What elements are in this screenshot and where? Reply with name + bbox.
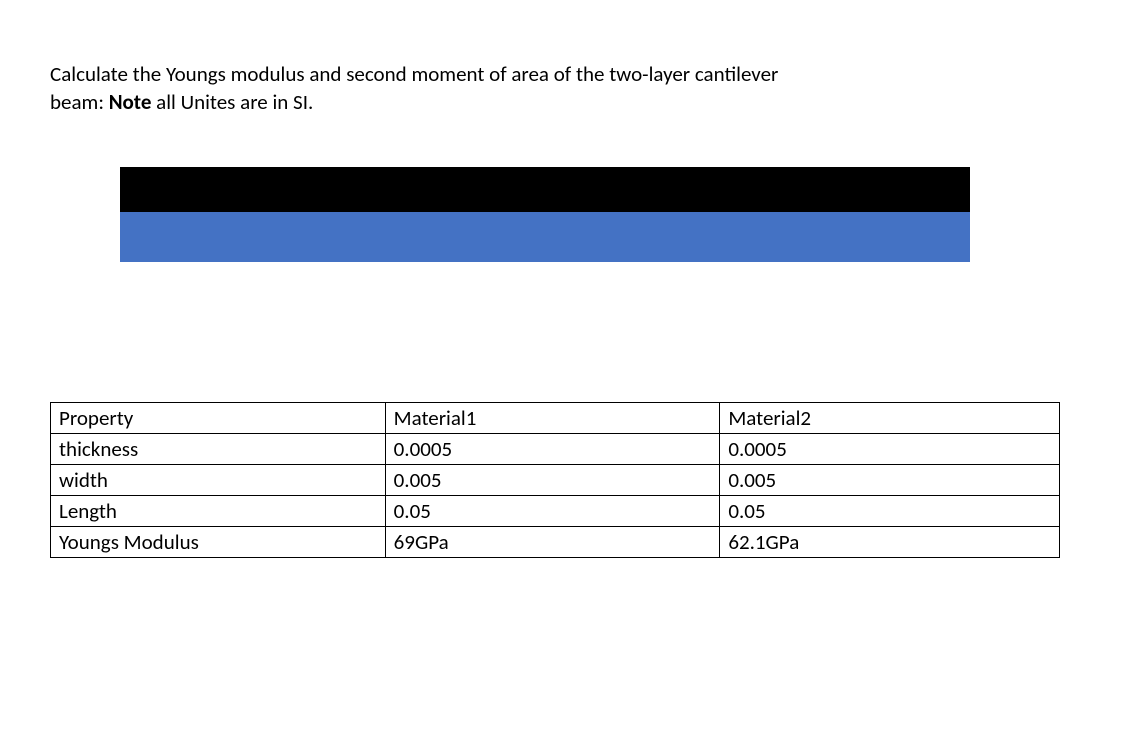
header-material1: Material1	[385, 402, 720, 433]
beam-diagram	[120, 167, 970, 262]
prompt-line-2-bold: Note	[109, 89, 152, 115]
table-header-row: Property Material1 Material2	[51, 402, 1060, 433]
problem-statement: Calculate the Youngs modulus and second …	[50, 60, 1080, 117]
cell-material2: 62.1GPa	[720, 526, 1060, 557]
table-row: width 0.005 0.005	[51, 464, 1060, 495]
table-row: Youngs Modulus 69GPa 62.1GPa	[51, 526, 1060, 557]
prompt-line-2-suffix: all Unites are in SI.	[151, 89, 313, 115]
cell-material1: 69GPa	[385, 526, 720, 557]
header-material2: Material2	[720, 402, 1060, 433]
beam-layer-1	[120, 167, 970, 212]
cell-material2: 0.0005	[720, 433, 1060, 464]
cell-property: Youngs Modulus	[51, 526, 386, 557]
beam-layer-2	[120, 212, 970, 262]
cell-material2: 0.005	[720, 464, 1060, 495]
cell-material1: 0.0005	[385, 433, 720, 464]
cell-material2: 0.05	[720, 495, 1060, 526]
table-row: Length 0.05 0.05	[51, 495, 1060, 526]
cell-property: thickness	[51, 433, 386, 464]
header-property: Property	[51, 402, 386, 433]
prompt-line-2-prefix: beam:	[50, 89, 109, 115]
cell-property: width	[51, 464, 386, 495]
cell-material1: 0.005	[385, 464, 720, 495]
table-row: thickness 0.0005 0.0005	[51, 433, 1060, 464]
prompt-line-1: Calculate the Youngs modulus and second …	[50, 61, 778, 87]
cell-property: Length	[51, 495, 386, 526]
cell-material1: 0.05	[385, 495, 720, 526]
properties-table: Property Material1 Material2 thickness 0…	[50, 402, 1060, 558]
